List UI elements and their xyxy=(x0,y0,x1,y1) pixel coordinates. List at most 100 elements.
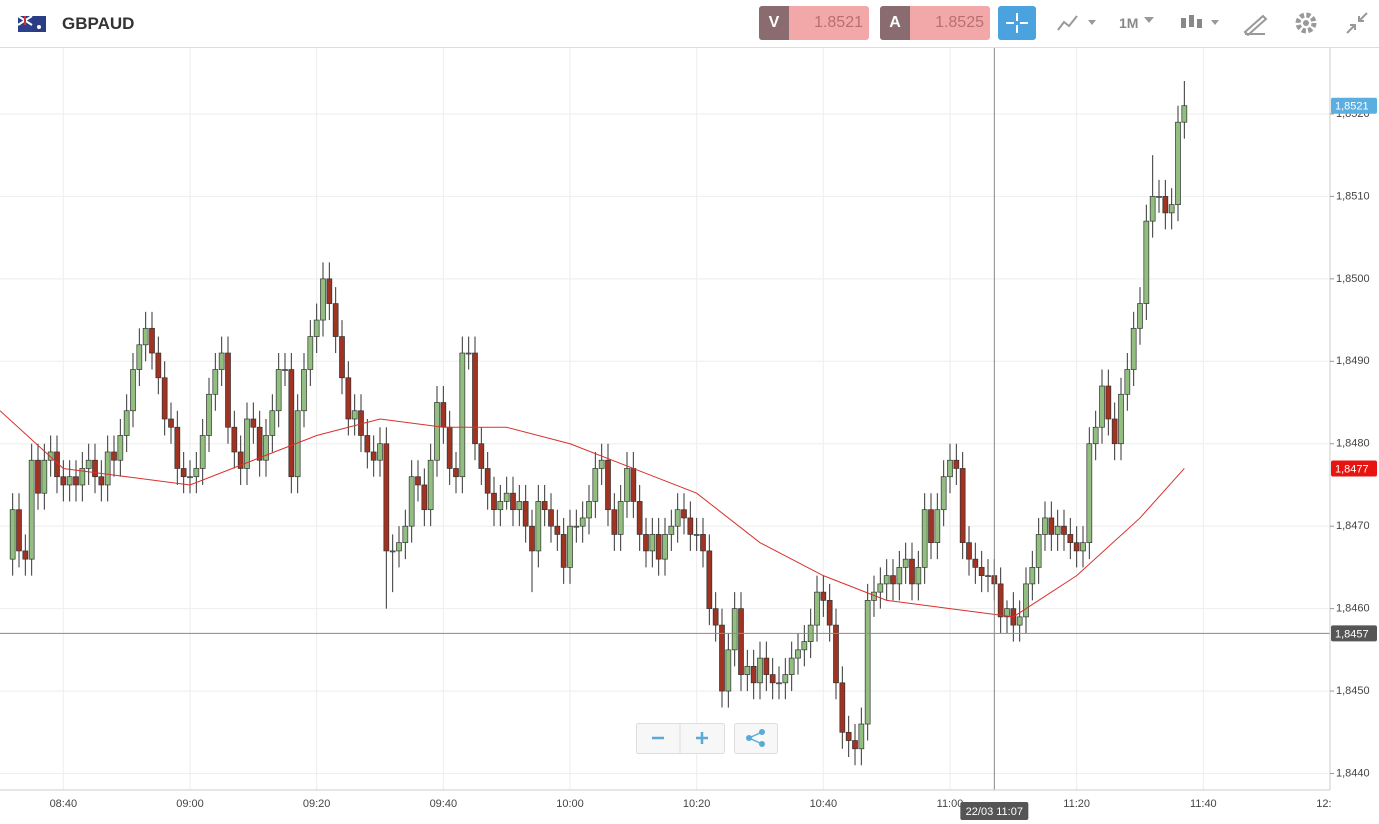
last-price-label-box xyxy=(1331,97,1377,114)
candle-body xyxy=(66,476,73,486)
candle-body xyxy=(674,509,681,527)
candle-body xyxy=(750,665,757,684)
candle-body xyxy=(795,649,801,659)
candle-body xyxy=(434,402,440,461)
candle-body xyxy=(307,336,314,370)
candle-body xyxy=(1004,608,1010,618)
candle-body xyxy=(554,525,561,535)
candle-body xyxy=(256,426,263,461)
candle-body xyxy=(73,476,79,486)
x-tick-label: 10:40 xyxy=(810,798,838,810)
candle-body xyxy=(41,459,48,494)
candle-body xyxy=(332,303,339,337)
candle-body xyxy=(79,468,86,486)
candle-body xyxy=(839,682,846,733)
candle-body xyxy=(1105,385,1112,420)
candle-body xyxy=(402,525,409,544)
ask-button[interactable]: A xyxy=(880,6,910,40)
candle-body xyxy=(516,501,523,511)
candle-body xyxy=(9,509,16,560)
candle-body xyxy=(706,550,713,609)
candle-body xyxy=(1086,443,1093,544)
candle-body xyxy=(1156,196,1162,198)
candle-body xyxy=(611,509,618,535)
candle-body xyxy=(35,459,41,494)
candle-body xyxy=(636,501,643,535)
candle-body xyxy=(313,319,320,337)
candle-body xyxy=(883,575,890,585)
candle-body xyxy=(85,459,92,469)
moving-average xyxy=(0,410,1185,618)
candle-body xyxy=(212,369,219,395)
candle-body xyxy=(339,336,345,379)
candle-body xyxy=(244,418,250,469)
fullscreen-button[interactable] xyxy=(1344,10,1370,36)
draw-button[interactable] xyxy=(1242,10,1268,36)
chart-type-button[interactable] xyxy=(1056,12,1100,34)
x-tick-label: 11:00 xyxy=(937,798,964,810)
candle-body xyxy=(345,377,352,420)
candle-body xyxy=(522,501,529,527)
candle-body xyxy=(934,509,941,544)
candle-body xyxy=(1080,542,1086,552)
crosshair-button[interactable] xyxy=(998,6,1036,40)
candle-body xyxy=(801,641,808,651)
candle-body xyxy=(643,534,649,552)
x-tick-label: 08:40 xyxy=(50,798,78,810)
candle-body xyxy=(111,451,117,461)
candle-body xyxy=(231,426,238,453)
zoom-buttons[interactable] xyxy=(636,723,779,755)
y-tick-label: 1,8450 xyxy=(1336,685,1370,697)
candle-body xyxy=(288,369,295,478)
candle-body xyxy=(845,731,852,741)
candle-body xyxy=(725,649,732,692)
candle-body xyxy=(408,476,415,527)
candle-body xyxy=(985,575,991,577)
candle-body xyxy=(60,476,67,486)
candle-body xyxy=(858,723,865,750)
candle-body xyxy=(529,525,535,552)
bid-button[interactable]: V xyxy=(759,6,789,40)
candle-body xyxy=(630,468,637,502)
candle-body xyxy=(98,476,105,486)
candle-body xyxy=(776,682,782,685)
candle-body xyxy=(16,509,22,552)
candle-body xyxy=(560,534,567,568)
candle-body xyxy=(427,459,434,511)
candle-type-button[interactable] xyxy=(1178,10,1222,36)
toolbar: GBPAUD V 1.8521 A 1.8525 1M xyxy=(0,0,1379,48)
candle-body xyxy=(155,352,162,379)
candle-body xyxy=(541,501,548,511)
x-tick-label: 10:20 xyxy=(683,798,711,810)
timeframe[interactable]: 1M xyxy=(1119,15,1139,31)
crosshair-time-box xyxy=(960,802,1029,820)
candle-body xyxy=(187,476,193,479)
candle-body xyxy=(1054,525,1061,535)
candle-body xyxy=(1067,534,1074,544)
candle-body xyxy=(681,509,687,519)
bid-price[interactable]: 1.8521 xyxy=(789,6,869,40)
candle-body xyxy=(763,657,770,675)
candle-body xyxy=(852,740,858,750)
candle-body xyxy=(497,501,504,511)
candle-body xyxy=(149,327,155,354)
candle-body xyxy=(123,410,130,436)
candle-body xyxy=(92,459,98,478)
candle-body xyxy=(1099,385,1105,428)
flag-icon xyxy=(18,16,46,32)
candle-body xyxy=(1092,426,1099,445)
settings-button[interactable] xyxy=(1293,10,1319,36)
candle-body xyxy=(909,558,915,585)
candle-body xyxy=(1042,517,1048,535)
candle-body xyxy=(617,501,624,535)
candle-body xyxy=(1073,542,1080,552)
candle-body xyxy=(1029,567,1036,585)
candle-body xyxy=(567,525,573,568)
ask-price[interactable]: 1.8525 xyxy=(910,6,990,40)
candle-body xyxy=(199,435,206,469)
timeframe-arrow[interactable] xyxy=(1143,16,1155,24)
last-price-label: 1,8521 xyxy=(1335,101,1369,113)
candle-body xyxy=(351,410,358,420)
candle-body xyxy=(263,435,269,461)
